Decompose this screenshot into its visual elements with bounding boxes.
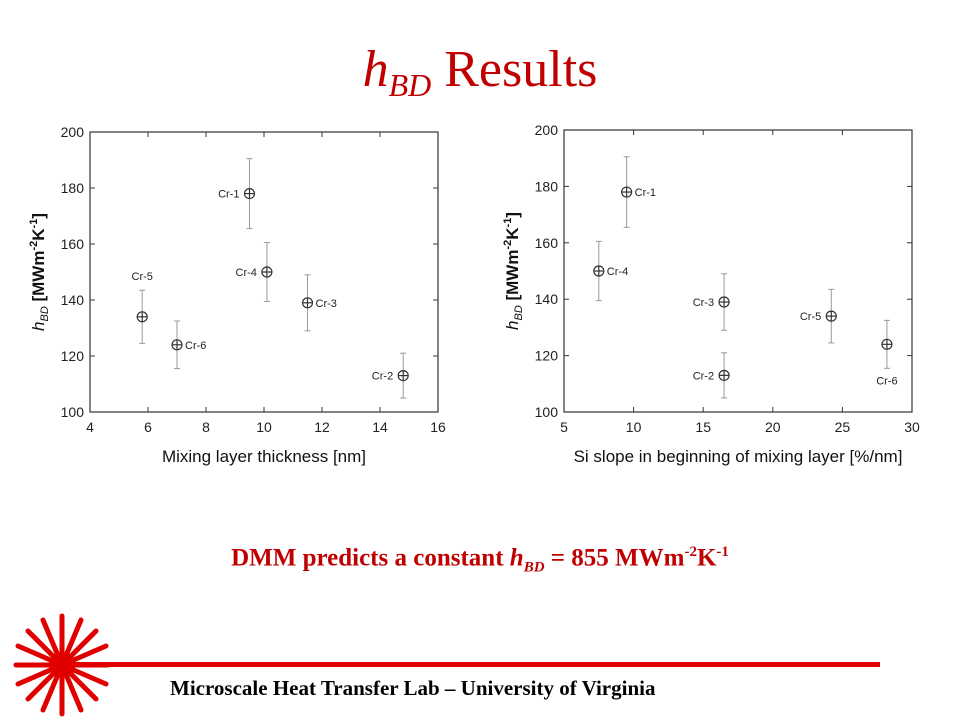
y-tick-label: 140 xyxy=(61,292,85,308)
y-tick-label: 200 xyxy=(535,122,559,138)
data-point-cr-3: Cr-3 xyxy=(301,274,337,332)
y-tick-label: 160 xyxy=(535,235,559,251)
slide-title: hBD Results xyxy=(0,41,960,103)
y-tick-label: 140 xyxy=(535,291,559,307)
x-axis-label: Mixing layer thickness [nm] xyxy=(162,447,366,466)
y-tick-label: 180 xyxy=(61,180,85,196)
data-point-cr-5: Cr-5 xyxy=(132,271,153,344)
x-tick-label: 12 xyxy=(314,419,330,435)
dmm-exp2: -1 xyxy=(716,544,729,560)
x-tick-label: 25 xyxy=(835,419,851,435)
x-tick-label: 15 xyxy=(695,419,711,435)
point-label: Cr-4 xyxy=(607,266,628,278)
x-tick-label: 10 xyxy=(256,419,272,435)
data-point-cr-2: Cr-2 xyxy=(372,352,409,399)
chart-si-slope: 5 10 15 20 25 30 100 120 140 160 180 200 Si slope in… xyxy=(502,122,920,466)
y-axis-label: hBD [MWm-2K-1] xyxy=(502,212,525,330)
x-tick-label: 4 xyxy=(86,419,94,435)
data-point-cr-2: Cr-2 xyxy=(693,352,730,399)
x-axis-label: Si slope in beginning of mixing layer [%… xyxy=(574,447,903,466)
dmm-h: h xyxy=(509,544,524,572)
x-tick-label: 20 xyxy=(765,419,781,435)
dmm-mid: = 855 MWm xyxy=(544,544,685,572)
y-tick-label: 160 xyxy=(61,236,85,252)
data-point-cr-1: Cr-1 xyxy=(218,158,256,230)
dmm-sub: BD xyxy=(523,559,545,576)
dmm-prefix: DMM predicts a constant xyxy=(231,544,510,572)
data-point-cr-3: Cr-3 xyxy=(693,273,730,331)
footer-text: Microscale Heat Transfer Lab – Universit… xyxy=(170,676,656,700)
x-tick-label: 10 xyxy=(626,419,642,435)
chart-mixing-thickness: 4 6 8 10 12 14 16 100 120 140 160 180 200 Mixing laye… xyxy=(28,124,446,466)
point-label: Cr-3 xyxy=(693,297,714,309)
y-tick-label: 100 xyxy=(61,404,85,420)
x-tick-label: 16 xyxy=(430,419,446,435)
data-point-cr-6: Cr-6 xyxy=(876,319,898,387)
y-tick-label: 120 xyxy=(535,348,559,364)
point-label: Cr-4 xyxy=(236,267,257,279)
footer-divider xyxy=(60,662,880,667)
title-subscript: BD xyxy=(388,67,432,103)
dmm-note: DMM predicts a constant hBD = 855 MWm-2K… xyxy=(0,544,960,576)
x-tick-label: 8 xyxy=(202,419,210,435)
dmm-exp1: -2 xyxy=(684,544,697,560)
y-tick-label: 100 xyxy=(535,404,559,420)
data-point-cr-6: Cr-6 xyxy=(171,320,206,370)
point-label: Cr-1 xyxy=(218,189,239,201)
x-tick-label: 6 xyxy=(144,419,152,435)
point-label: Cr-2 xyxy=(693,370,714,382)
point-label: Cr-6 xyxy=(185,340,206,352)
point-label: Cr-6 xyxy=(876,375,897,387)
plot-frame xyxy=(563,129,913,413)
point-label: Cr-1 xyxy=(635,187,656,199)
title-rest: Results xyxy=(431,41,598,98)
x-tick-label: 14 xyxy=(372,419,388,435)
title-h: h xyxy=(362,41,389,98)
point-label: Cr-3 xyxy=(316,298,337,310)
point-label: Cr-5 xyxy=(132,271,153,283)
y-axis-label: hBD [MWm-2K-1] xyxy=(28,213,51,331)
y-tick-label: 180 xyxy=(535,178,559,194)
x-tick-label: 30 xyxy=(904,419,920,435)
x-tick-label: 5 xyxy=(560,419,568,435)
data-point-cr-4: Cr-4 xyxy=(593,240,628,302)
y-tick-label: 200 xyxy=(61,124,85,140)
point-label: Cr-2 xyxy=(372,371,393,383)
y-tick-label: 120 xyxy=(61,348,85,364)
data-point-cr-4: Cr-4 xyxy=(236,242,273,302)
data-point-cr-5: Cr-5 xyxy=(800,288,837,344)
data-point-cr-1: Cr-1 xyxy=(621,156,656,228)
point-label: Cr-5 xyxy=(800,311,821,323)
dmm-k: K xyxy=(696,544,717,572)
